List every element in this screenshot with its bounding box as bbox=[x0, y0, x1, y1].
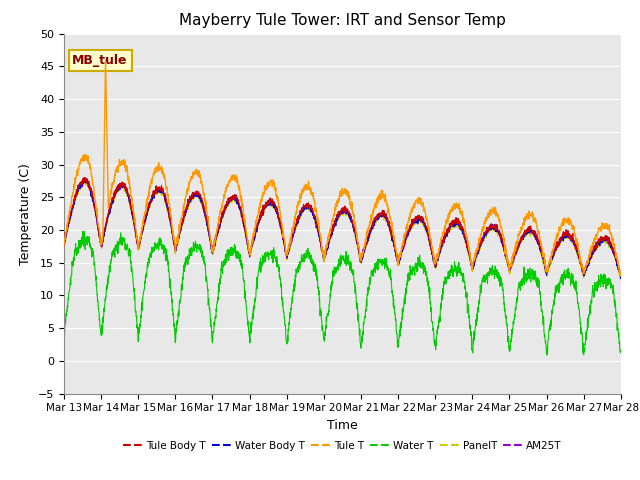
Tule T bbox=[60, 241, 68, 247]
Tule Body T bbox=[81, 175, 88, 180]
Tule T bbox=[617, 273, 625, 279]
AM25T bbox=[568, 236, 575, 242]
Water T bbox=[568, 278, 576, 284]
Line: Water Body T: Water Body T bbox=[64, 180, 621, 279]
Tule Body T bbox=[359, 250, 367, 256]
PanelT bbox=[617, 276, 625, 281]
PanelT bbox=[371, 220, 379, 226]
Tule T bbox=[216, 214, 223, 219]
Water T bbox=[60, 332, 68, 338]
Water Body T bbox=[504, 262, 512, 267]
Tule Body T bbox=[584, 262, 591, 267]
Water Body T bbox=[60, 241, 68, 247]
Water Body T bbox=[81, 177, 88, 183]
AM25T bbox=[504, 262, 512, 267]
Water Body T bbox=[371, 217, 379, 223]
Water T bbox=[504, 340, 512, 346]
AM25T bbox=[371, 219, 379, 225]
Water T bbox=[371, 261, 379, 266]
Tule T bbox=[617, 273, 625, 279]
AM25T bbox=[60, 243, 68, 249]
Line: Tule T: Tule T bbox=[64, 60, 621, 276]
Water T bbox=[79, 228, 86, 234]
Tule Body T bbox=[617, 273, 625, 278]
Water Body T bbox=[617, 276, 625, 282]
Water T bbox=[584, 315, 591, 321]
PanelT bbox=[568, 240, 575, 246]
PanelT bbox=[617, 275, 625, 281]
Water Body T bbox=[584, 262, 591, 268]
Water Body T bbox=[568, 237, 575, 243]
Line: AM25T: AM25T bbox=[64, 178, 621, 276]
Tule T bbox=[584, 262, 591, 267]
Tule Body T bbox=[568, 234, 575, 240]
PanelT bbox=[584, 264, 591, 270]
Water T bbox=[359, 331, 367, 337]
AM25T bbox=[359, 253, 367, 259]
PanelT bbox=[359, 254, 367, 260]
X-axis label: Time: Time bbox=[327, 419, 358, 432]
PanelT bbox=[216, 226, 223, 231]
AM25T bbox=[81, 175, 88, 180]
AM25T bbox=[584, 262, 591, 268]
Tule T bbox=[504, 263, 512, 269]
Tule T bbox=[102, 57, 109, 63]
AM25T bbox=[617, 272, 625, 278]
Water T bbox=[543, 352, 551, 358]
PanelT bbox=[60, 244, 68, 250]
AM25T bbox=[580, 273, 588, 278]
Text: MB_tule: MB_tule bbox=[72, 54, 128, 67]
Y-axis label: Temperature (C): Temperature (C) bbox=[19, 163, 33, 264]
Tule Body T bbox=[504, 264, 512, 270]
Title: Mayberry Tule Tower: IRT and Sensor Temp: Mayberry Tule Tower: IRT and Sensor Temp bbox=[179, 13, 506, 28]
Tule T bbox=[371, 205, 379, 211]
Water T bbox=[617, 348, 625, 354]
Tule Body T bbox=[216, 223, 223, 229]
Line: Water T: Water T bbox=[64, 231, 621, 355]
Tule Body T bbox=[371, 217, 379, 223]
Tule T bbox=[568, 223, 575, 229]
Tule T bbox=[359, 250, 367, 256]
Line: PanelT: PanelT bbox=[64, 182, 621, 278]
Water Body T bbox=[359, 252, 367, 258]
Water Body T bbox=[216, 222, 223, 228]
PanelT bbox=[504, 264, 512, 270]
PanelT bbox=[81, 179, 89, 185]
Legend: Tule Body T, Water Body T, Tule T, Water T, PanelT, AM25T: Tule Body T, Water Body T, Tule T, Water… bbox=[119, 437, 566, 455]
Tule Body T bbox=[60, 241, 68, 247]
Water T bbox=[216, 282, 223, 288]
Line: Tule Body T: Tule Body T bbox=[64, 178, 621, 276]
AM25T bbox=[216, 222, 223, 228]
